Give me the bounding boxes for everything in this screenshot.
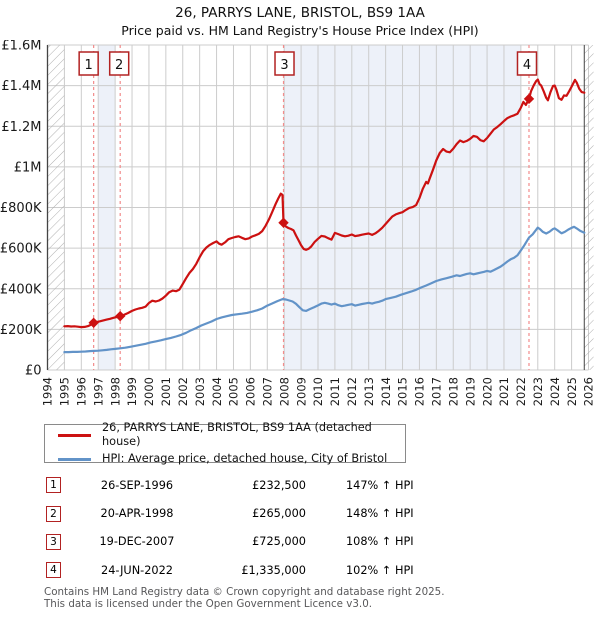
x-tick-label: 2002: [176, 377, 190, 406]
transaction-row: 4 24-JUN-2022 £1,335,000 102% ↑ HPI: [46, 556, 576, 584]
x-tick-label: 2017: [430, 377, 444, 406]
copyright-footer: Contains HM Land Registry data © Crown c…: [44, 586, 445, 610]
legend-item-property: 26, PARRYS LANE, BRISTOL, BS9 1AA (detac…: [58, 421, 405, 449]
marker-number: 1: [85, 58, 93, 73]
transaction-date: 26-SEP-1996: [100, 478, 174, 492]
x-tick-label: 1999: [125, 377, 139, 406]
page-subtitle: Price paid vs. HM Land Registry's House …: [121, 23, 479, 38]
x-tick-label: 2026: [582, 377, 596, 406]
x-tick-label: 2018: [446, 377, 460, 406]
transaction-price: £265,000: [252, 507, 306, 521]
footer-line-2: This data is licensed under the Open Gov…: [44, 597, 373, 610]
transaction-number-badge: 2: [46, 505, 61, 522]
legend-label-property: 26, PARRYS LANE, BRISTOL, BS9 1AA (detac…: [102, 421, 372, 448]
x-tick-label: 2006: [244, 377, 258, 406]
footer-line-1: Contains HM Land Registry data © Crown c…: [44, 586, 445, 598]
transaction-price: £1,335,000: [241, 563, 306, 577]
transaction-date: 19-DEC-2007: [99, 535, 175, 549]
x-tick-label: 2023: [531, 377, 545, 406]
transaction-date: 24-JUN-2022: [101, 563, 173, 577]
x-axis-labels: 1994 1995 1996 1997 1998 1999 2000 2001 2002 2003…: [41, 377, 596, 406]
x-tick-label: 2016: [413, 377, 427, 406]
transaction-number-badge: 1: [46, 477, 61, 494]
legend-label-hpi: HPI: Average price, detached house, City…: [102, 452, 388, 465]
transaction-price: £232,500: [252, 478, 306, 492]
y-tick-label: £1M: [14, 160, 42, 175]
marker-number: 4: [523, 58, 531, 73]
x-tick-label: 2001: [159, 377, 173, 406]
y-tick-label: £1.2M: [1, 120, 41, 135]
transaction-number-badge: 3: [46, 533, 61, 550]
y-axis-labels: £0 £200K £400K £600K £800K £1M £1.2M £1.4M £1.6M: [0, 40, 42, 379]
x-tick-label: 1998: [108, 377, 122, 406]
x-tick-label: 2004: [210, 377, 224, 406]
transaction-row: 3 19-DEC-2007 £725,000 108% ↑ HPI: [46, 528, 576, 556]
x-tick-label: 1995: [58, 377, 72, 406]
page-title: 26, PARRYS LANE, BRISTOL, BS9 1AA: [175, 5, 425, 21]
x-tick-label: 2020: [480, 377, 494, 406]
x-tick-label: 2005: [227, 377, 241, 406]
marker-number: 3: [280, 58, 288, 73]
x-tick-label: 2003: [193, 377, 207, 406]
x-tick-label: 2015: [396, 377, 410, 406]
y-tick-label: £200K: [0, 323, 42, 338]
red-line-sample: [58, 433, 91, 437]
x-tick-label: 2011: [328, 377, 342, 406]
y-tick-label: £800K: [0, 201, 42, 216]
transaction-price: £725,000: [252, 535, 306, 549]
x-tick-label: 2025: [565, 377, 579, 406]
transaction-hpi-change: 148% ↑ HPI: [346, 507, 414, 521]
transaction-date: 20-APR-1998: [100, 507, 174, 521]
marker-number: 2: [115, 58, 123, 73]
y-tick-label: £0: [25, 364, 42, 379]
x-tick-label: 2024: [548, 377, 562, 406]
y-tick-label: £600K: [0, 242, 42, 257]
no-data-hatch: [46, 45, 594, 370]
x-tick-label: 2019: [463, 377, 477, 406]
sale-markers: [88, 93, 535, 328]
x-tick-label: 2013: [362, 377, 376, 406]
x-tick-label: 2008: [277, 377, 291, 406]
transaction-row: 2 20-APR-1998 £265,000 148% ↑ HPI: [46, 499, 576, 527]
hpi-line: [63, 225, 586, 354]
x-tick-label: 2000: [142, 377, 156, 406]
x-tick-label: 2014: [379, 377, 393, 406]
x-tick-label: 1996: [75, 377, 89, 406]
blue-line-sample: [58, 457, 91, 461]
x-tick-label: 2010: [311, 377, 325, 406]
y-tick-label: £400K: [0, 282, 42, 297]
transaction-number-badge: 4: [46, 562, 61, 579]
x-tick-label: 1997: [91, 377, 105, 406]
transactions-table: 1 26-SEP-1996 £232,500 147% ↑ HPI 2 20-A…: [46, 471, 576, 585]
transaction-row: 1 26-SEP-1996 £232,500 147% ↑ HPI: [46, 471, 576, 499]
x-tick-label: 2022: [514, 377, 528, 406]
chart-legend: 26, PARRYS LANE, BRISTOL, BS9 1AA (detac…: [44, 421, 406, 466]
transaction-hpi-change: 147% ↑ HPI: [346, 478, 414, 492]
marker-number-labels: 1 2 3 4: [78, 51, 538, 76]
y-tick-label: £1.6M: [1, 40, 41, 54]
transaction-hpi-change: 108% ↑ HPI: [346, 535, 414, 549]
x-tick-label: 2007: [260, 377, 274, 406]
x-tick-label: 2021: [497, 377, 511, 406]
x-tick-label: 2009: [294, 377, 308, 406]
price-history-chart: 1 2 3 4£0£200K£400K£600K£800K£1M£1.2M£1.4M£…: [0, 40, 596, 406]
legend-item-hpi: HPI: Average price, detached house, City…: [58, 452, 405, 466]
x-tick-label: 2012: [345, 377, 359, 406]
property-price-line: [63, 78, 586, 329]
x-tick-label: 1994: [41, 377, 55, 406]
transaction-hpi-change: 102% ↑ HPI: [346, 563, 414, 577]
y-tick-label: £1.4M: [1, 79, 41, 94]
